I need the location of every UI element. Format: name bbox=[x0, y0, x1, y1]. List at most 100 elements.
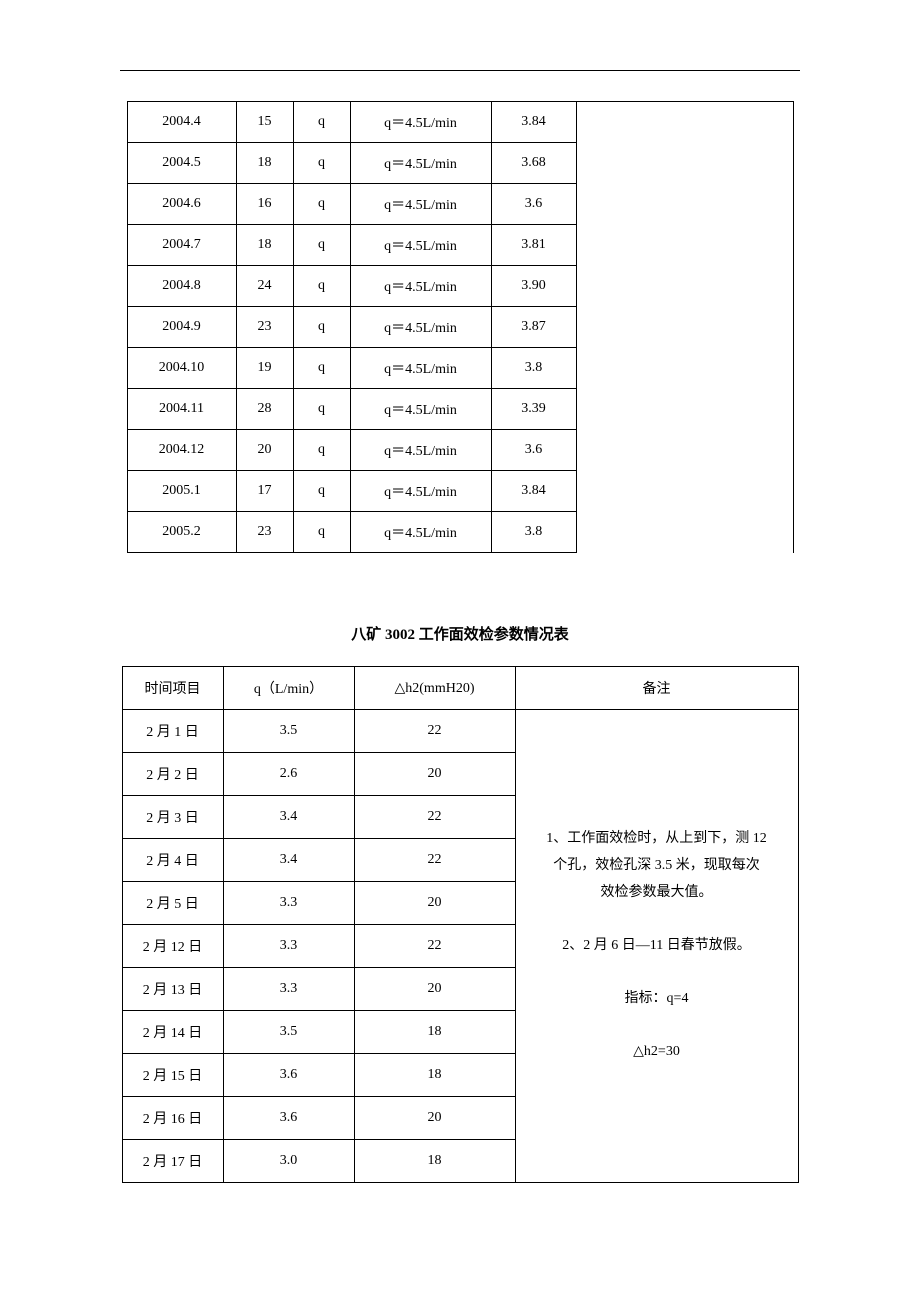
cell-value: 3.6 bbox=[491, 184, 576, 225]
cell-count: 16 bbox=[236, 184, 293, 225]
cell-date: 2004.4 bbox=[127, 102, 236, 143]
cell-date: 2 月 2 日 bbox=[122, 753, 223, 796]
cell-date: 2004.12 bbox=[127, 430, 236, 471]
cell-date: 2004.5 bbox=[127, 143, 236, 184]
cell-count: 18 bbox=[236, 143, 293, 184]
cell-symbol: q bbox=[293, 512, 350, 553]
cell-date: 2004.10 bbox=[127, 348, 236, 389]
col-header-dh2: △h2(mmH20) bbox=[354, 667, 515, 710]
cell-symbol: q bbox=[293, 430, 350, 471]
cell-count: 17 bbox=[236, 471, 293, 512]
section-title: 八矿 3002 工作面效检参数情况表 bbox=[0, 623, 920, 644]
col-header-notes: 备注 bbox=[515, 667, 798, 710]
notes-line: △h2=30 bbox=[633, 1044, 680, 1059]
page: 2004.4 15 q q＝4.5L/min 3.84 2004.5 18 q … bbox=[0, 0, 920, 1243]
cell-count: 23 bbox=[236, 512, 293, 553]
cell-q: 3.3 bbox=[223, 882, 354, 925]
cell-q: 3.3 bbox=[223, 925, 354, 968]
cell-date: 2005.2 bbox=[127, 512, 236, 553]
cell-dh: 18 bbox=[354, 1054, 515, 1097]
cell-formula: q＝4.5L/min bbox=[350, 307, 491, 348]
cell-count: 23 bbox=[236, 307, 293, 348]
notes-line: 2、2 月 6 日—11 日春节放假。 bbox=[562, 938, 750, 953]
cell-value: 3.8 bbox=[491, 348, 576, 389]
cell-dh: 22 bbox=[354, 796, 515, 839]
cell-count: 24 bbox=[236, 266, 293, 307]
table-header-row: 时间项目 q（L/min） △h2(mmH20) 备注 bbox=[122, 667, 798, 710]
col-header-time: 时间项目 bbox=[122, 667, 223, 710]
cell-symbol: q bbox=[293, 471, 350, 512]
cell-dh: 22 bbox=[354, 839, 515, 882]
cell-formula: q＝4.5L/min bbox=[350, 512, 491, 553]
cell-blank bbox=[576, 102, 793, 553]
cell-q: 3.5 bbox=[223, 710, 354, 753]
cell-q: 3.3 bbox=[223, 968, 354, 1011]
cell-formula: q＝4.5L/min bbox=[350, 225, 491, 266]
cell-formula: q＝4.5L/min bbox=[350, 430, 491, 471]
notes-line: 1、工作面效检时，从上到下，测 12 bbox=[546, 831, 767, 846]
cell-notes: 1、工作面效检时，从上到下，测 12 个孔，效检孔深 3.5 米，现取每次 效检… bbox=[515, 710, 798, 1183]
cell-date: 2 月 12 日 bbox=[122, 925, 223, 968]
col-header-q: q（L/min） bbox=[223, 667, 354, 710]
cell-count: 28 bbox=[236, 389, 293, 430]
cell-q: 3.4 bbox=[223, 796, 354, 839]
cell-symbol: q bbox=[293, 348, 350, 389]
cell-count: 15 bbox=[236, 102, 293, 143]
cell-dh: 22 bbox=[354, 925, 515, 968]
cell-q: 3.5 bbox=[223, 1011, 354, 1054]
cell-q: 3.0 bbox=[223, 1140, 354, 1183]
cell-dh: 20 bbox=[354, 882, 515, 925]
cell-symbol: q bbox=[293, 266, 350, 307]
cell-formula: q＝4.5L/min bbox=[350, 471, 491, 512]
cell-formula: q＝4.5L/min bbox=[350, 389, 491, 430]
cell-dh: 18 bbox=[354, 1011, 515, 1054]
cell-symbol: q bbox=[293, 102, 350, 143]
table-row: 2 月 1 日 3.5 22 1、工作面效检时，从上到下，测 12 个孔，效检孔… bbox=[122, 710, 798, 753]
cell-formula: q＝4.5L/min bbox=[350, 143, 491, 184]
cell-date: 2 月 5 日 bbox=[122, 882, 223, 925]
cell-value: 3.6 bbox=[491, 430, 576, 471]
cell-date: 2 月 15 日 bbox=[122, 1054, 223, 1097]
cell-count: 20 bbox=[236, 430, 293, 471]
cell-symbol: q bbox=[293, 307, 350, 348]
cell-q: 3.4 bbox=[223, 839, 354, 882]
cell-symbol: q bbox=[293, 225, 350, 266]
cell-q: 3.6 bbox=[223, 1054, 354, 1097]
cell-date: 2 月 13 日 bbox=[122, 968, 223, 1011]
cell-date: 2005.1 bbox=[127, 471, 236, 512]
cell-value: 3.84 bbox=[491, 471, 576, 512]
cell-value: 3.84 bbox=[491, 102, 576, 143]
notes-line: 指标：q=4 bbox=[625, 991, 689, 1006]
cell-formula: q＝4.5L/min bbox=[350, 102, 491, 143]
cell-dh: 20 bbox=[354, 1097, 515, 1140]
cell-value: 3.8 bbox=[491, 512, 576, 553]
cell-value: 3.68 bbox=[491, 143, 576, 184]
cell-formula: q＝4.5L/min bbox=[350, 184, 491, 225]
cell-date: 2004.8 bbox=[127, 266, 236, 307]
cell-symbol: q bbox=[293, 184, 350, 225]
cell-date: 2 月 14 日 bbox=[122, 1011, 223, 1054]
cell-value: 3.90 bbox=[491, 266, 576, 307]
cell-date: 2 月 1 日 bbox=[122, 710, 223, 753]
cell-date: 2004.7 bbox=[127, 225, 236, 266]
table-effect-check-params: 时间项目 q（L/min） △h2(mmH20) 备注 2 月 1 日 3.5 … bbox=[122, 666, 799, 1183]
cell-date: 2004.6 bbox=[127, 184, 236, 225]
cell-value: 3.39 bbox=[491, 389, 576, 430]
cell-dh: 22 bbox=[354, 710, 515, 753]
cell-date: 2 月 4 日 bbox=[122, 839, 223, 882]
cell-date: 2 月 17 日 bbox=[122, 1140, 223, 1183]
cell-dh: 20 bbox=[354, 968, 515, 1011]
cell-dh: 18 bbox=[354, 1140, 515, 1183]
cell-value: 3.81 bbox=[491, 225, 576, 266]
cell-date: 2004.11 bbox=[127, 389, 236, 430]
cell-q: 2.6 bbox=[223, 753, 354, 796]
notes-line: 个孔，效检孔深 3.5 米，现取每次 bbox=[553, 858, 760, 873]
cell-symbol: q bbox=[293, 143, 350, 184]
cell-date: 2 月 16 日 bbox=[122, 1097, 223, 1140]
cell-formula: q＝4.5L/min bbox=[350, 348, 491, 389]
cell-count: 18 bbox=[236, 225, 293, 266]
cell-q: 3.6 bbox=[223, 1097, 354, 1140]
notes-line: 效检参数最大值。 bbox=[601, 885, 713, 900]
page-rule bbox=[120, 70, 800, 71]
cell-symbol: q bbox=[293, 389, 350, 430]
